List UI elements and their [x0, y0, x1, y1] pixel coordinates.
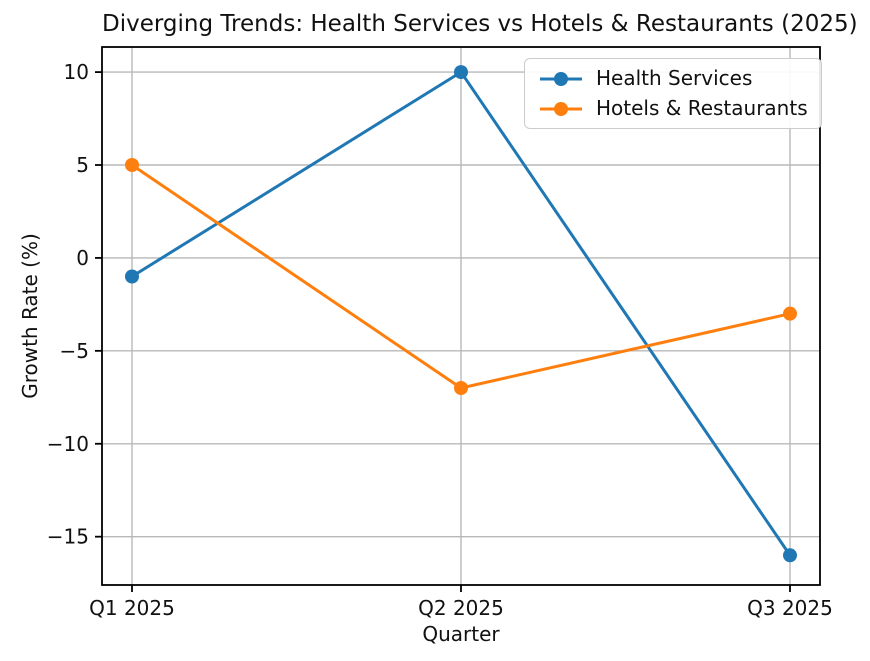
y-axis-label: Growth Rate (%)	[18, 233, 42, 399]
data-point-hotels-restaurants	[783, 306, 797, 321]
legend-line-sample	[540, 71, 582, 86]
y-tick-label: −10	[47, 432, 89, 456]
data-point-health-services	[454, 65, 468, 80]
y-tick-label: 5	[76, 153, 89, 177]
legend-line-sample	[540, 101, 582, 116]
data-point-health-services	[125, 269, 139, 284]
legend-label: Hotels & Restaurants	[596, 96, 808, 120]
data-point-hotels-restaurants	[454, 381, 468, 396]
x-tick-label: Q2 2025	[418, 596, 504, 620]
x-tick-label: Q3 2025	[747, 596, 833, 620]
x-tick-label: Q1 2025	[89, 596, 175, 620]
y-tick-label: 0	[76, 246, 89, 270]
legend-label: Health Services	[596, 66, 753, 90]
y-tick-label: −15	[47, 525, 89, 549]
y-tick-label: −5	[60, 339, 89, 363]
legend-entry-hotels-restaurants: Hotels & Restaurants	[538, 96, 808, 121]
data-point-hotels-restaurants	[125, 158, 139, 173]
legend: Health Services Hotels & Restaurants	[524, 58, 822, 129]
chart-title: Diverging Trends: Health Services vs Hot…	[102, 11, 858, 37]
data-point-health-services	[783, 548, 797, 563]
legend-entry-health-services: Health Services	[538, 66, 808, 91]
y-tick-label: 10	[64, 60, 89, 84]
x-axis-label: Quarter	[422, 622, 500, 646]
